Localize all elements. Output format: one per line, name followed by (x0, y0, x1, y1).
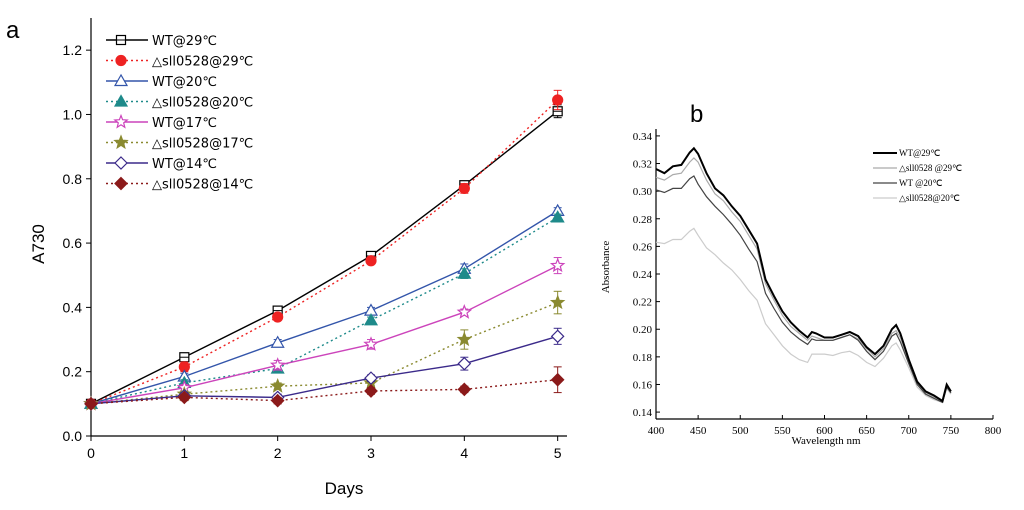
chart-a-legend-marker (114, 156, 128, 170)
chart-a-legend-label: △sll0528@29℃ (152, 55, 253, 70)
chart-a-point (364, 384, 378, 398)
chart-a-legend-marker (113, 134, 129, 150)
chart-b-ytick-label: 0.32 (633, 159, 652, 171)
chart-a-legend-label: WT@14℃ (152, 157, 217, 172)
panel-a-label: a (6, 17, 20, 44)
chart-b: Wavelength nm Absorbance 0.14 0.16 0.18 0.2… (600, 129, 1002, 447)
chart-a-legend-marker (115, 54, 127, 67)
chart-a-xtick-label: 5 (554, 445, 562, 461)
chart-a-point (456, 331, 473, 347)
chart-b-xtick-label: 750 (943, 425, 960, 437)
chart-b-ytick-label: 0.16 (633, 379, 653, 391)
chart-a-ytick-label: 0.6 (63, 235, 83, 251)
chart-b-ytick-label: 0.14 (633, 407, 653, 419)
chart-a-ytick-label: 0.8 (63, 171, 83, 187)
chart-a-ytick-label: 0.0 (63, 428, 83, 444)
chart-a-series-line (90, 210, 559, 405)
chart-b-xtick-label: 600 (816, 425, 833, 437)
chart-a-legend-label: WT@17℃ (152, 116, 217, 131)
chart-a-point (270, 335, 285, 348)
chart-a-point (269, 378, 286, 393)
chart-a-legend-label: WT@20℃ (152, 75, 217, 90)
chart-b-legend-label: WT@29℃ (899, 148, 940, 158)
chart-a-point (458, 182, 470, 195)
chart-a-point (549, 294, 566, 310)
chart-a-series-line (90, 335, 558, 405)
chart-a-point (457, 266, 472, 279)
chart-b-legend-label: △sll0528@20℃ (899, 193, 960, 203)
chart-a-xtick-label: 2 (274, 445, 282, 461)
chart-a-point (177, 390, 192, 405)
chart-b-ytick-label: 0.30 (633, 186, 653, 198)
chart-a-point (550, 372, 565, 387)
chart-a-point (549, 257, 566, 273)
chart-a-point (272, 311, 284, 323)
chart-a-ytick-label: 1.2 (63, 42, 83, 58)
chart-b-ytick-label: 0.28 (633, 214, 653, 226)
chart-a-series-line (90, 99, 559, 405)
chart-a-point (457, 382, 472, 397)
chart-a-xtick-label: 3 (367, 445, 375, 461)
chart-b-xlabel: Wavelength nm (791, 435, 861, 447)
chart-a-ytick-label: 0.2 (63, 364, 83, 380)
chart-b-ytick-label: 0.26 (633, 241, 653, 253)
chart-a-legend-marker (113, 113, 129, 129)
chart-a-legend-label: △sll0528@20℃ (152, 96, 253, 111)
chart-a-legend-label: WT@29℃ (152, 34, 217, 49)
chart-a-point (270, 393, 285, 408)
chart-a-ytick-label: 1.0 (63, 106, 83, 122)
chart-b-xtick-label: 450 (690, 425, 707, 437)
chart-b-legend-label: WT @20℃ (899, 178, 942, 188)
chart-b-ytick-label: 0.18 (633, 352, 653, 364)
chart-b-series-line (655, 146, 952, 403)
chart-b-xtick-label: 550 (774, 425, 791, 437)
chart-a-xlabel: Days (325, 479, 364, 498)
chart-a-point (364, 371, 378, 385)
panel-b-label: b (690, 101, 703, 128)
chart-b-ytick-label: 0.20 (633, 324, 653, 336)
chart-a-point (550, 329, 565, 344)
chart-a-point (552, 94, 564, 106)
chart-a-point (457, 356, 472, 371)
chart-a-point (550, 210, 565, 223)
chart-a-legend-marker (114, 176, 128, 191)
chart-a-point (363, 336, 379, 351)
chart-a-point (363, 313, 379, 326)
chart-b-ytick-label: 0.34 (633, 131, 653, 143)
chart-b-series-line (655, 157, 952, 402)
chart-b-xtick-label: 500 (732, 425, 749, 437)
chart-a-series-line (90, 110, 559, 405)
chart-b-ylabel: Absorbance (600, 241, 612, 294)
chart-a-legend-marker (113, 94, 129, 107)
chart-a-xtick-label: 0 (87, 445, 95, 461)
chart-b-series-line (655, 175, 952, 404)
chart-b-ytick-label: 0.22 (633, 297, 652, 309)
chart-b-xtick-label: 650 (858, 425, 875, 437)
chart-b-legend-label: △sll0528 @29℃ (899, 163, 962, 173)
chart-a-point (84, 396, 98, 411)
chart-a-legend-marker (113, 73, 129, 87)
chart-a-series-line (90, 264, 559, 405)
chart-a-ylabel: A730 (29, 224, 48, 264)
chart-a-series-line (90, 301, 558, 405)
chart-b-xtick-label: 400 (648, 425, 665, 437)
chart-a: Days A730 0.0 0.2 0.4 0.6 0.8 1.0 1.2 0 1 2 3 4 5 WT@… (29, 18, 567, 498)
chart-a-legend-label: △sll0528@14℃ (152, 178, 253, 193)
chart-a-xtick-label: 1 (180, 445, 188, 461)
chart-a-point (269, 357, 286, 372)
chart-a-ytick-label: 0.4 (63, 299, 83, 315)
chart-a-point (365, 255, 377, 267)
chart-b-ytick-label: 0.24 (633, 269, 653, 281)
chart-a-point (456, 304, 473, 319)
chart-b-series-line (655, 227, 952, 404)
chart-a-legend-label: △sll0528@17℃ (152, 137, 253, 152)
chart-b-xtick-label: 800 (985, 425, 1002, 437)
chart-a-xtick-label: 4 (460, 445, 468, 461)
chart-b-xtick-label: 700 (901, 425, 918, 437)
